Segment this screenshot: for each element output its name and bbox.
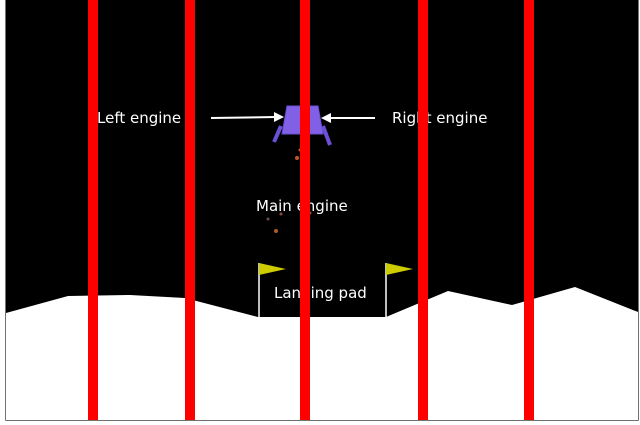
- red-stripe: [524, 0, 534, 420]
- lander-right-leg: [321, 125, 332, 146]
- red-stripe: [88, 0, 98, 420]
- right-flag-icon: [385, 263, 413, 317]
- landing-pad-label: Landing pad: [274, 284, 367, 302]
- exhaust-particle: [274, 229, 278, 233]
- lander-left-leg: [272, 125, 283, 143]
- left-engine-label: Left engine: [97, 109, 181, 127]
- exhaust-particle: [266, 217, 270, 221]
- left-flag-icon: [258, 263, 286, 317]
- exhaust-particle: [295, 156, 299, 160]
- red-stripes: [88, 0, 534, 420]
- moon-terrain: [6, 287, 638, 420]
- exhaust-particle: [279, 212, 283, 216]
- left-engine-arrow-icon: [210, 112, 284, 122]
- right-engine-label: Right engine: [392, 109, 487, 127]
- red-stripe: [300, 0, 310, 420]
- red-stripe: [418, 0, 428, 420]
- red-stripe: [185, 0, 195, 420]
- right-engine-arrow-icon: [321, 113, 375, 123]
